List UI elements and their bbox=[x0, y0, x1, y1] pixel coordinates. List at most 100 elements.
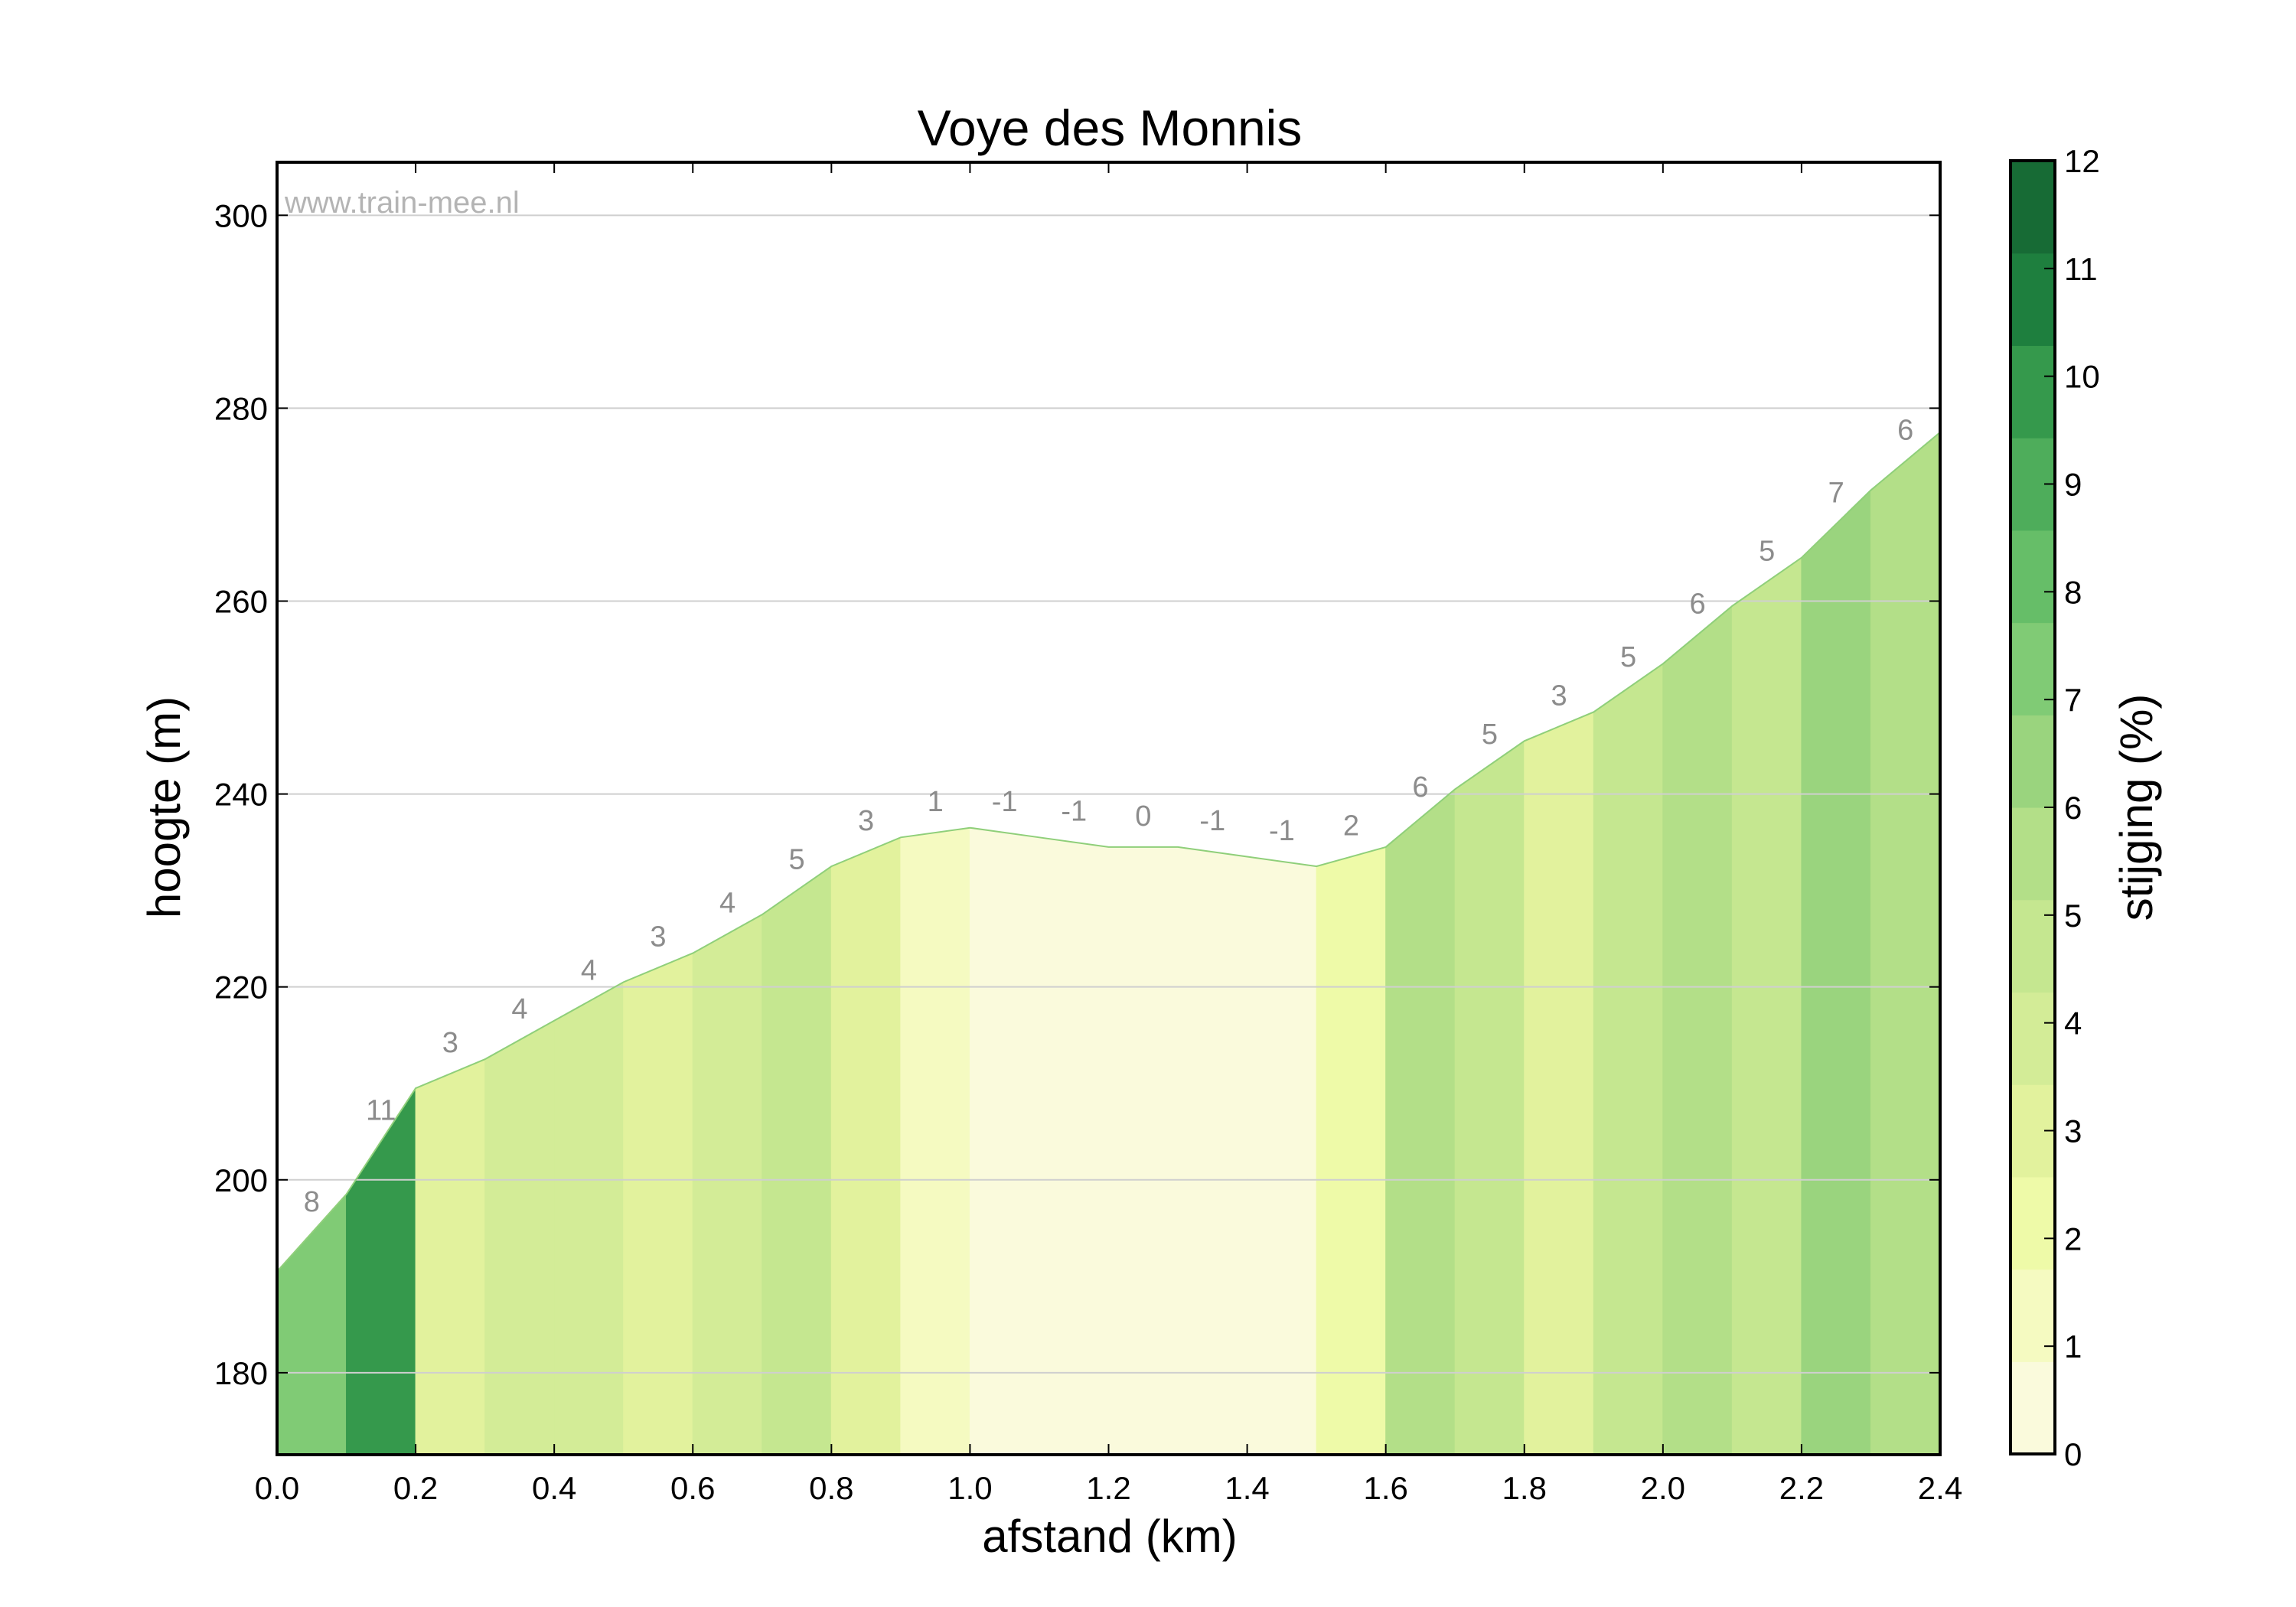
y-tick-label: 220 bbox=[214, 970, 268, 1006]
grade-segment bbox=[623, 952, 693, 1455]
y-tick-label: 180 bbox=[214, 1355, 268, 1391]
grade-label: 8 bbox=[304, 1186, 320, 1218]
colorbar-band bbox=[2011, 992, 2055, 1085]
colorbar-tick-label: 10 bbox=[2064, 359, 2100, 395]
grade-label: -1 bbox=[1269, 815, 1295, 847]
grade-label: 11 bbox=[366, 1094, 396, 1126]
grade-label: 5 bbox=[1482, 719, 1498, 751]
colorbar-tick-label: 8 bbox=[2064, 574, 2082, 610]
grade-label: 4 bbox=[719, 887, 735, 919]
grade-label: 5 bbox=[788, 844, 804, 876]
colorbar-tick-label: 2 bbox=[2064, 1221, 2082, 1257]
grade-label: 6 bbox=[1412, 771, 1428, 804]
elevation-line bbox=[276, 432, 1941, 1273]
colorbar-band bbox=[2011, 530, 2055, 624]
grade-segment bbox=[484, 1019, 555, 1455]
x-tick-label: 2.2 bbox=[1779, 1470, 1824, 1506]
colorbar-band bbox=[2011, 253, 2055, 347]
grade-segment bbox=[1385, 788, 1456, 1455]
grade-segment bbox=[1731, 556, 1802, 1455]
colorbar-tick-label: 4 bbox=[2064, 1006, 2082, 1041]
plot-area: 8 11 3 4 4 3 4 5 3 1 -1 -1 0 -1 -1 2 6 5 3 5 6 5 7 6 www.train-… bbox=[214, 161, 1962, 1506]
grade-segment bbox=[1593, 663, 1664, 1455]
colorbar-tick-label: 7 bbox=[2064, 682, 2082, 718]
colorbar-band bbox=[2011, 807, 2055, 901]
colorbar-band bbox=[2011, 1361, 2055, 1455]
x-tick-label: 2.4 bbox=[1918, 1470, 1962, 1506]
x-tick-label: 1.4 bbox=[1225, 1470, 1269, 1506]
grade-segment bbox=[1801, 489, 1871, 1455]
colorbar-tick-label: 3 bbox=[2064, 1113, 2082, 1149]
x-tick-label: 1.2 bbox=[1086, 1470, 1130, 1506]
grade-segment bbox=[553, 981, 625, 1455]
x-tick-label: 0.4 bbox=[532, 1470, 576, 1506]
grade-label: 1 bbox=[928, 786, 944, 818]
x-tick-label: 0.0 bbox=[255, 1470, 299, 1506]
x-tick-label: 1.6 bbox=[1363, 1470, 1407, 1506]
colorbar-tick-label: 6 bbox=[2064, 790, 2082, 826]
x-tick-label: 2.0 bbox=[1641, 1470, 1685, 1506]
grade-label: 3 bbox=[650, 921, 666, 953]
grade-segment bbox=[900, 827, 970, 1455]
grade-label: -1 bbox=[1061, 796, 1087, 828]
colorbar-tick-label: 9 bbox=[2064, 467, 2082, 503]
grade-segment bbox=[1108, 846, 1179, 1455]
grade-segment bbox=[1524, 711, 1594, 1455]
grade-segment bbox=[830, 836, 902, 1455]
grade-labels: 8 11 3 4 4 3 4 5 3 1 -1 -1 0 -1 -1 2 6 5 3 5 6 5 7 6 bbox=[304, 415, 1914, 1218]
grade-segment bbox=[415, 1058, 486, 1455]
grade-label: -1 bbox=[1199, 805, 1225, 837]
colorbar-band bbox=[2011, 1269, 2055, 1362]
colorbar-band bbox=[2011, 899, 2055, 993]
x-tick-label: 1.0 bbox=[947, 1470, 992, 1506]
chart-title: Voye des Monnis bbox=[918, 99, 1303, 156]
colorbar-band bbox=[2011, 622, 2055, 715]
grade-label: 4 bbox=[511, 993, 527, 1025]
x-axis: 0.0 0.2 0.4 0.6 0.8 1.0 1.2 1.4 1.6 1.8 2.0 2.2 2.4 bbox=[255, 162, 1962, 1506]
y-tick-label: 300 bbox=[214, 197, 268, 233]
colorbar-tick-label: 0 bbox=[2064, 1436, 2082, 1472]
grade-label: 3 bbox=[442, 1027, 458, 1059]
grade-label: 3 bbox=[1551, 680, 1567, 712]
grade-segment bbox=[346, 1087, 416, 1455]
grade-label: 5 bbox=[1759, 535, 1775, 567]
colorbar-tick-label: 5 bbox=[2064, 898, 2082, 934]
grade-label: 2 bbox=[1343, 810, 1359, 843]
colorbar-band bbox=[2011, 161, 2055, 254]
gridlines bbox=[277, 214, 1940, 1374]
y-tick-label: 200 bbox=[214, 1162, 268, 1198]
y-axis-label: hoogte (m) bbox=[139, 696, 190, 918]
grade-segments bbox=[276, 431, 1941, 1455]
grade-segment bbox=[692, 914, 763, 1455]
colorbar-label: stijging (%) bbox=[2111, 694, 2162, 921]
grade-label: 3 bbox=[858, 805, 874, 837]
x-tick-label: 0.8 bbox=[809, 1470, 853, 1506]
grade-label: -1 bbox=[992, 786, 1018, 818]
grade-segment bbox=[1454, 740, 1525, 1455]
grade-label: 6 bbox=[1690, 588, 1706, 621]
x-tick-label: 0.2 bbox=[393, 1470, 438, 1506]
grade-segment bbox=[1247, 856, 1317, 1455]
watermark: www.train-mee.nl bbox=[284, 186, 520, 220]
colorbar-bands bbox=[2011, 161, 2055, 1455]
colorbar-tick-label: 12 bbox=[2064, 143, 2100, 179]
colorbar-band bbox=[2011, 345, 2055, 438]
grade-label: 6 bbox=[1897, 415, 1913, 447]
grade-segment bbox=[1316, 846, 1387, 1455]
x-axis-label: afstand (km) bbox=[982, 1511, 1237, 1562]
colorbar-tick-label: 1 bbox=[2064, 1328, 2082, 1364]
grade-segment bbox=[1177, 846, 1248, 1455]
colorbar-tick-label: 11 bbox=[2064, 251, 2098, 287]
x-tick-label: 0.6 bbox=[670, 1470, 715, 1506]
y-tick-label: 260 bbox=[214, 584, 268, 620]
colorbar-band bbox=[2011, 715, 2055, 808]
x-tick-label: 1.8 bbox=[1502, 1470, 1547, 1506]
grade-label: 7 bbox=[1828, 478, 1844, 510]
grade-segment bbox=[1039, 836, 1109, 1455]
y-tick-label: 240 bbox=[214, 777, 268, 813]
colorbar-band bbox=[2011, 1176, 2055, 1270]
